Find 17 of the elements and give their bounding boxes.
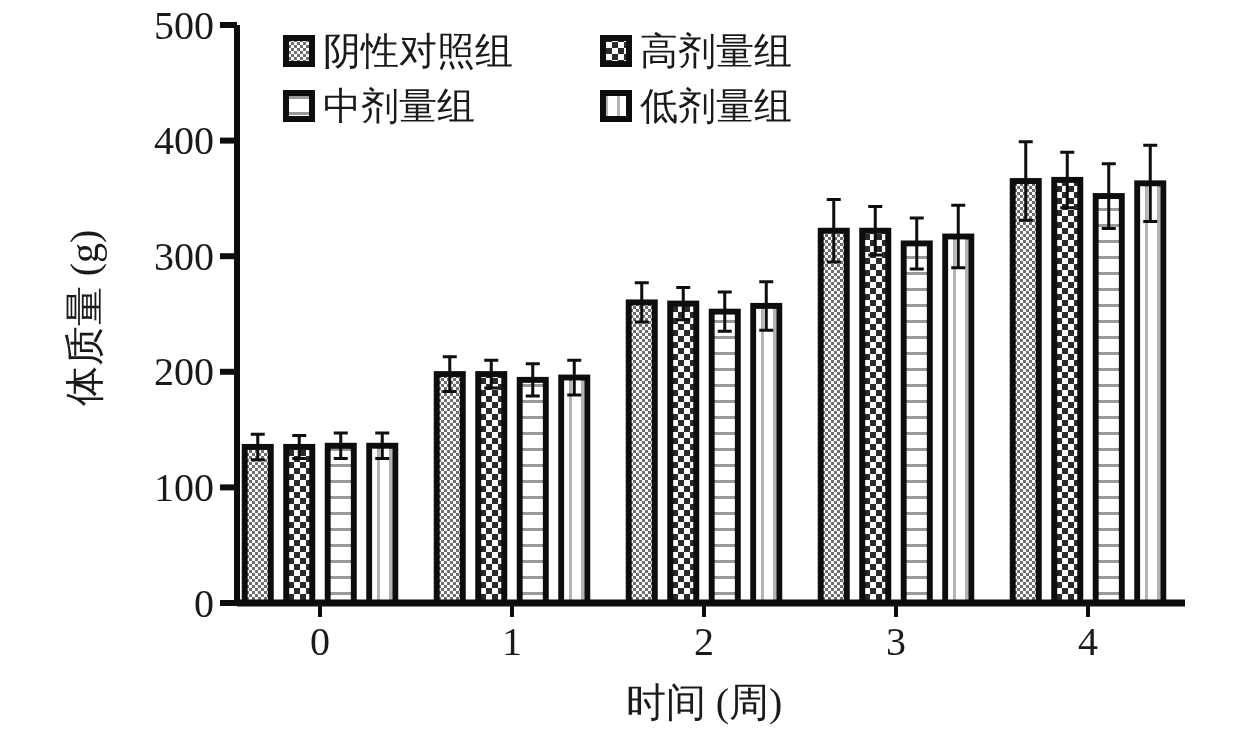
legend-label: 阴性对照组 — [323, 30, 513, 72]
ylabel: 体质量 (g) — [62, 229, 107, 407]
y-tick-label: 0 — [194, 580, 214, 626]
y-tick-label: 500 — [154, 2, 214, 48]
xlabel: 时间 (周) — [625, 680, 783, 725]
y-tick-label: 300 — [154, 233, 214, 279]
legend-label: 低剂量组 — [640, 85, 792, 127]
x-tick-label: 1 — [502, 619, 522, 664]
y-tick-label: 200 — [154, 349, 214, 395]
y-tick-label: 100 — [154, 464, 214, 510]
y-tick-label: 400 — [154, 118, 214, 164]
x-tick-label: 3 — [886, 619, 906, 664]
legend-label: 高剂量组 — [640, 30, 792, 72]
x-tick-label: 2 — [694, 619, 714, 664]
x-tick-label: 0 — [310, 619, 330, 664]
x-tick-label: 4 — [1078, 619, 1098, 664]
legend-label: 中剂量组 — [323, 85, 475, 127]
